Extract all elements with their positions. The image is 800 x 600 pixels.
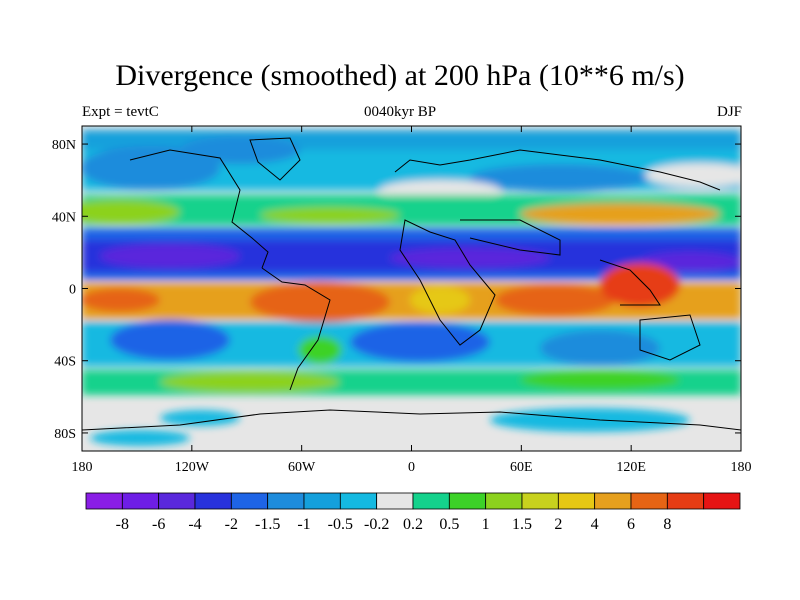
colorbar-swatch	[594, 492, 632, 510]
colorbar-label: -1	[297, 516, 310, 533]
colorbar-swatch	[121, 492, 160, 510]
y-tick-label: 40N	[52, 210, 76, 225]
colorbar-swatch	[230, 492, 269, 510]
colorbar-swatch	[376, 492, 414, 510]
y-tick-label: 80N	[52, 138, 76, 153]
colorbar-label: 0.5	[439, 516, 459, 533]
colorbar-label: 0.2	[403, 516, 423, 533]
colorbar-swatch	[666, 492, 705, 510]
x-tick-label: 0	[408, 460, 415, 475]
colorbar-swatch	[412, 492, 450, 510]
colorbar-swatch	[85, 492, 123, 510]
time-label: 0040kyr BP	[363, 104, 437, 120]
y-tick-label: 80S	[54, 427, 76, 442]
colorbar-label: 1	[482, 516, 490, 533]
colorbar-label: 2	[554, 516, 562, 533]
colorbar-label: -6	[152, 516, 165, 533]
x-tick-label: 180	[731, 460, 752, 475]
colorbar-label: -0.2	[364, 516, 389, 533]
colorbar-swatch	[158, 492, 196, 510]
experiment-label: Expt = tevtC	[82, 104, 159, 120]
colorbar-swatch	[630, 492, 668, 510]
colorbar-swatch	[339, 492, 378, 510]
colorbar-label: 1.5	[512, 516, 532, 533]
colorbar-label: -8	[116, 516, 129, 533]
colorbar-label: -0.5	[328, 516, 353, 533]
colorbar-label: 8	[663, 516, 671, 533]
x-tick-label: 120W	[175, 460, 210, 475]
x-tick-label: 120E	[616, 460, 646, 475]
colorbar-swatch	[448, 492, 487, 510]
coastlines	[82, 137, 741, 431]
plot-title: Divergence (smoothed) at 200 hPa (10**6 …	[115, 59, 685, 92]
y-tick-label: 40S	[54, 355, 76, 370]
x-tick-label: 180	[72, 460, 93, 475]
colorbar-swatch	[485, 492, 523, 510]
x-tick-label: 60E	[510, 460, 533, 475]
colorbar-label: -2	[225, 516, 238, 533]
colorbar-swatch	[194, 492, 232, 510]
divergence-field	[82, 126, 741, 451]
colorbar-swatch	[521, 492, 559, 510]
colorbar-label: -4	[188, 516, 201, 533]
axis-ticks: 180 120W 60W 0 60E 120E 180 80N 40N 0 40S 80S	[52, 126, 752, 475]
colorbar: -8 -6 -4 -2 -1.5 -1 -0.5 -0.2 0.2 0.5 1 1.5 2 4 6 8	[85, 492, 741, 533]
x-tick-label: 60W	[288, 460, 316, 475]
colorbar-label: 4	[591, 516, 599, 533]
colorbar-swatch	[267, 492, 305, 510]
colorbar-swatch	[703, 492, 741, 510]
colorbar-label: -1.5	[255, 516, 280, 533]
season-label: DJF	[716, 104, 742, 120]
colorbar-swatch	[303, 492, 341, 510]
colorbar-swatch	[557, 492, 596, 510]
colorbar-label: 6	[627, 516, 635, 533]
y-tick-label: 0	[69, 283, 76, 298]
